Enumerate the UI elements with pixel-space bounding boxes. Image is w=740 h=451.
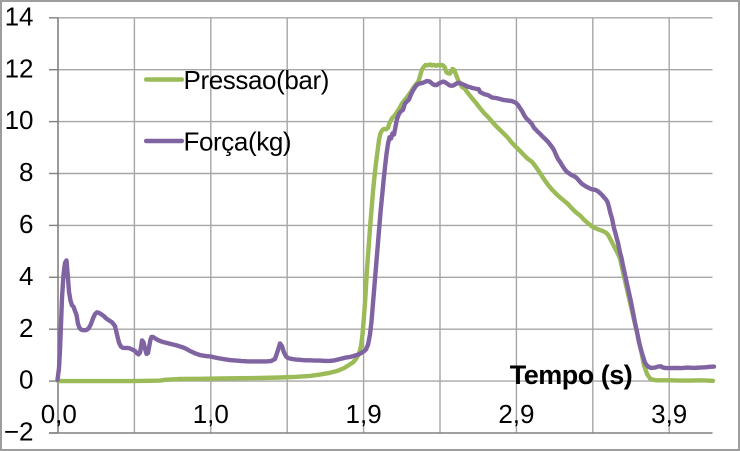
- svg-text:Força(kg): Força(kg): [184, 127, 292, 157]
- svg-text:8: 8: [19, 157, 33, 187]
- svg-text:14: 14: [5, 2, 34, 31]
- svg-text:10: 10: [5, 105, 34, 135]
- svg-text:2: 2: [19, 313, 33, 343]
- svg-text:1,0: 1,0: [193, 399, 229, 429]
- svg-text:1,9: 1,9: [346, 399, 382, 429]
- svg-text:Pressao(bar): Pressao(bar): [184, 65, 329, 95]
- svg-text:0: 0: [19, 365, 33, 395]
- svg-text:−2: −2: [4, 417, 34, 447]
- svg-text:2,9: 2,9: [498, 399, 534, 429]
- svg-text:12: 12: [5, 53, 34, 83]
- svg-text:3,9: 3,9: [651, 399, 687, 429]
- svg-text:0,0: 0,0: [41, 399, 77, 429]
- svg-text:4: 4: [19, 261, 33, 291]
- svg-text:Tempo (s): Tempo (s): [510, 360, 633, 390]
- svg-text:6: 6: [19, 209, 33, 239]
